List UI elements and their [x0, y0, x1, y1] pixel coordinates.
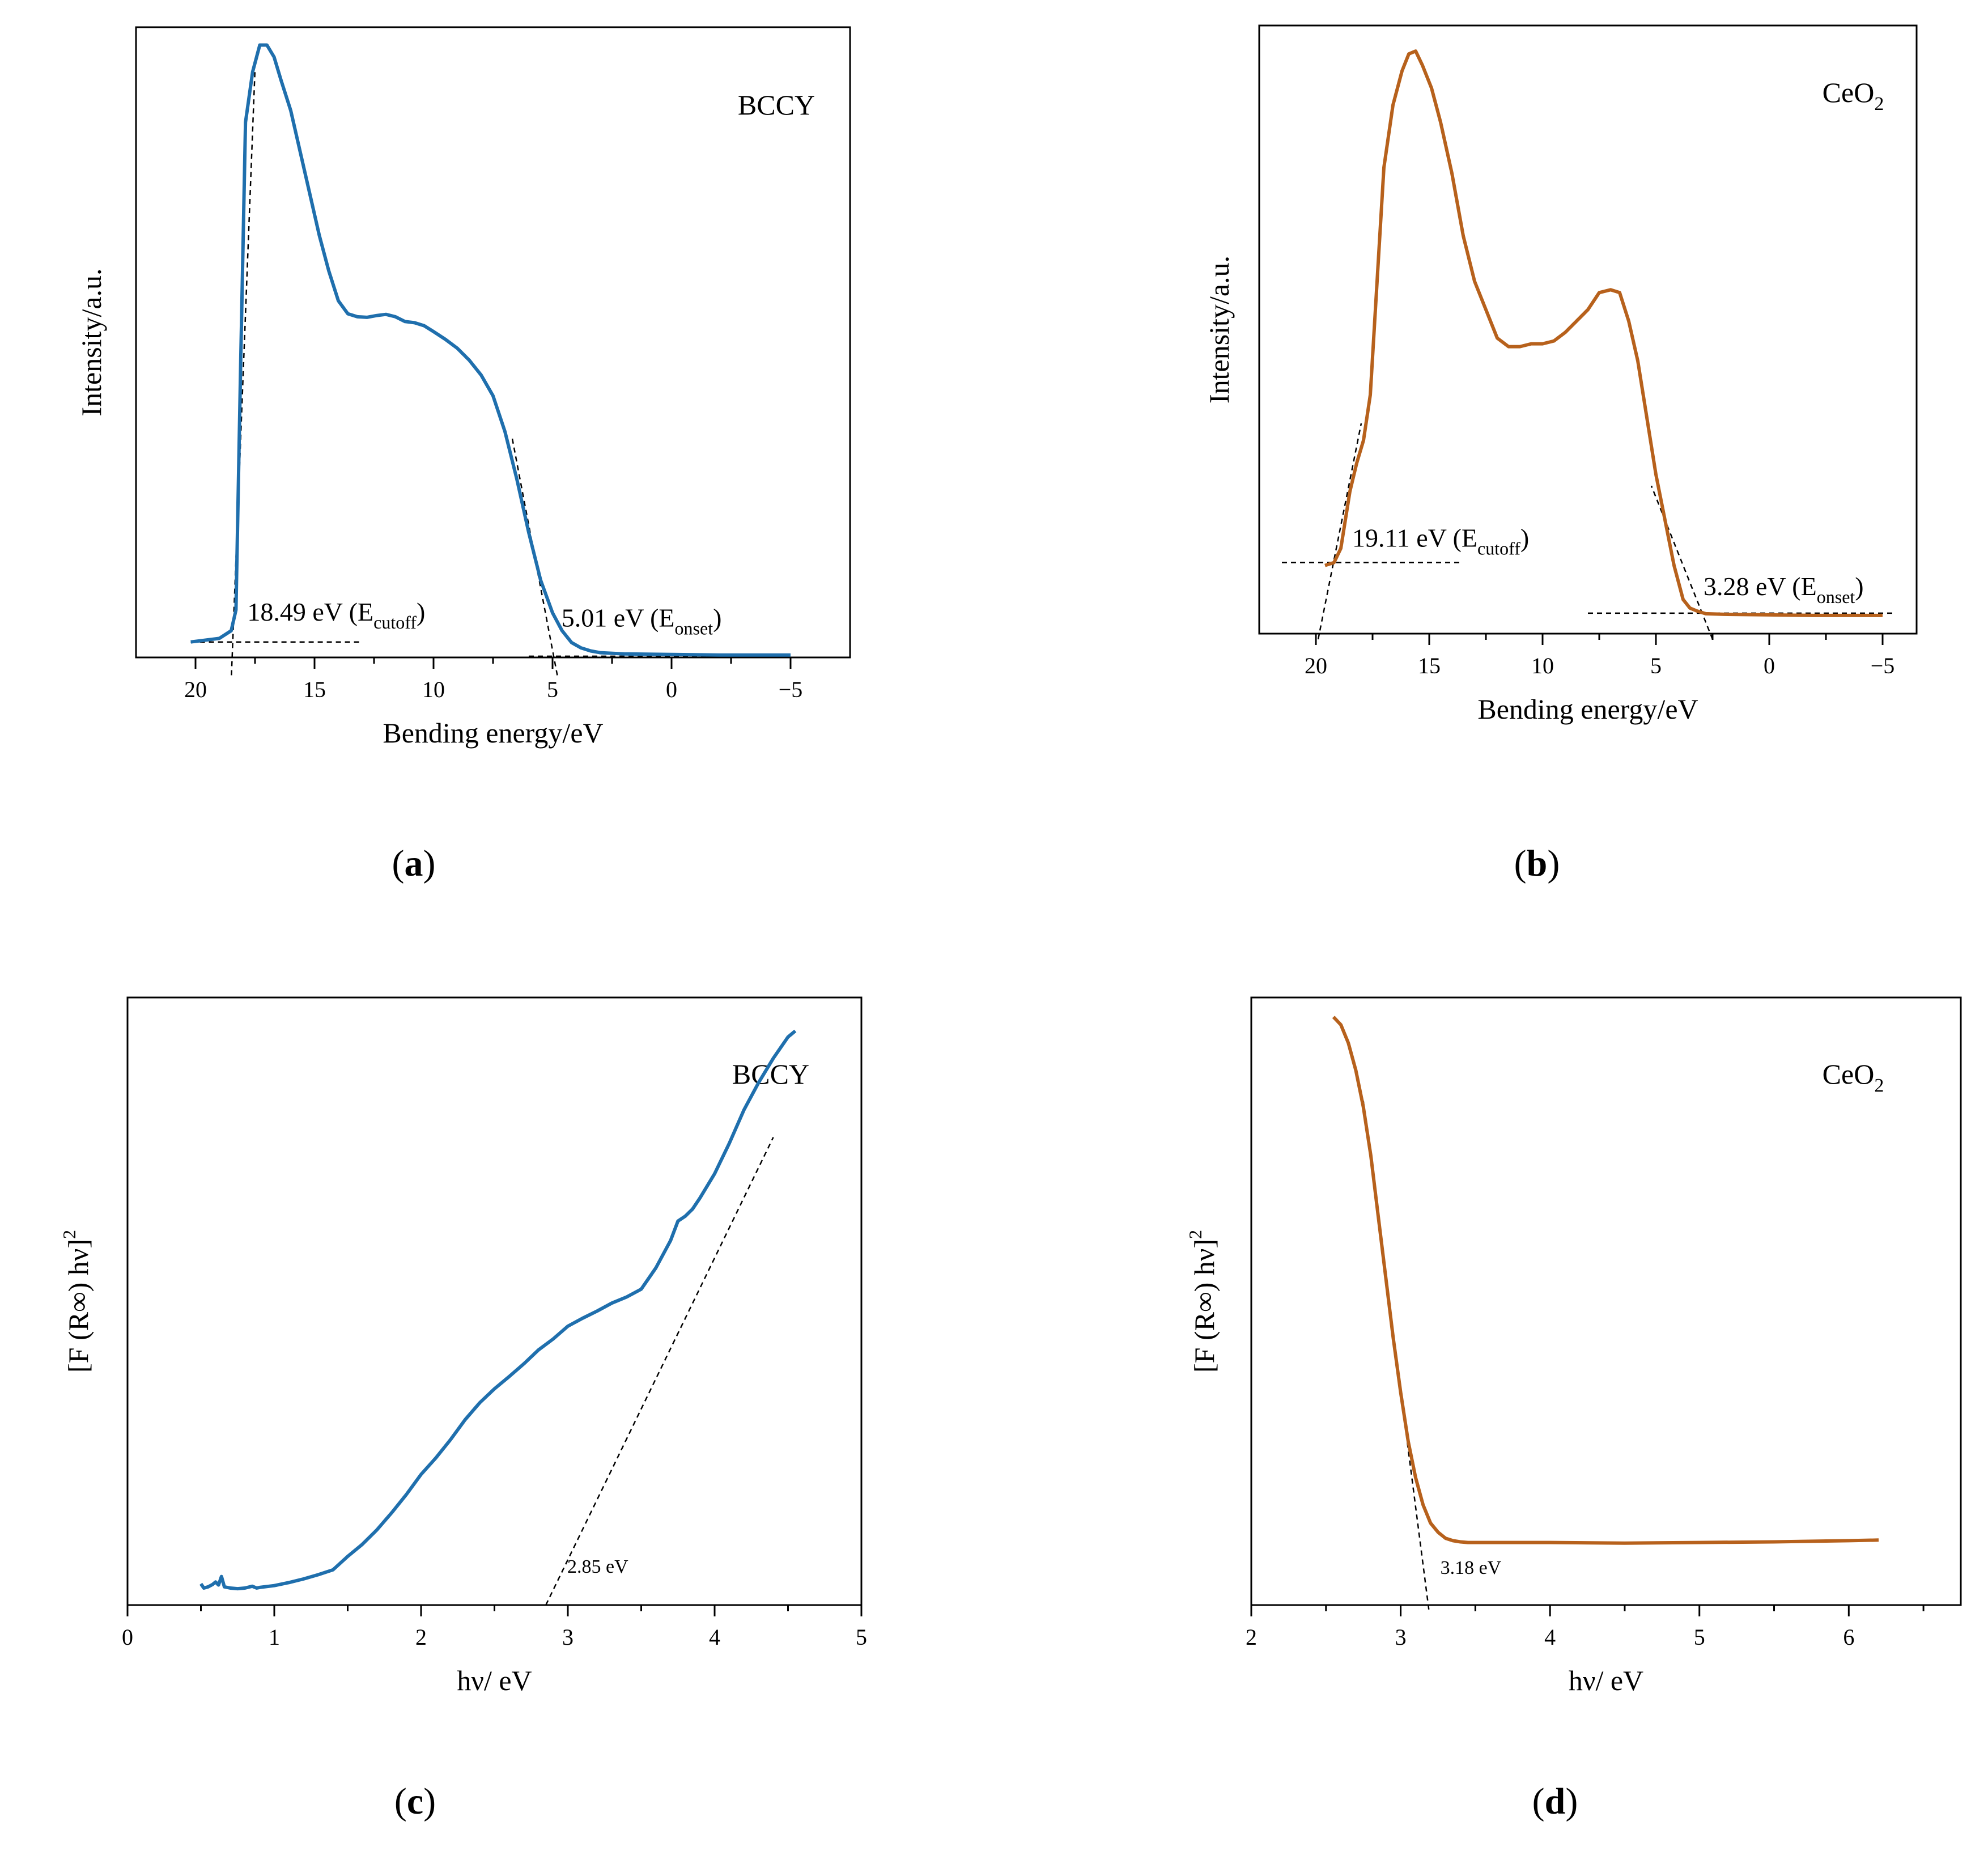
y-axis-title: Intensity/a.u. — [1203, 256, 1235, 404]
annotation-close: ) — [1520, 524, 1529, 553]
sample-label: BCCY — [738, 89, 815, 121]
x-axis-title: hν/ eV — [1569, 1665, 1643, 1696]
x-tick-label: 2 — [1246, 1624, 1257, 1650]
annotation-onset: 3.28 eV (Eonset) — [1704, 572, 1864, 607]
annotation-subscript: cutoff — [1477, 538, 1520, 559]
annotation-gap: 2.85 eV — [567, 1556, 628, 1577]
annotation-value: 5.01 eV (E — [562, 603, 675, 632]
fit-line — [545, 1137, 774, 1606]
y-axis-title-text: [F (R∞) hν] — [62, 1239, 94, 1373]
x-tick-label: 1 — [269, 1624, 280, 1650]
panel-label: (a) — [392, 843, 436, 884]
fit-line — [1650, 485, 1714, 640]
annotation-subscript: onset — [675, 618, 713, 638]
data-series-line — [1324, 49, 1883, 617]
y-axis-title-text: Intensity/a.u. — [75, 268, 107, 416]
panel-label-open: ( — [1514, 843, 1527, 884]
plot-frame — [1250, 996, 1962, 1606]
panel-label-close: ) — [1565, 1781, 1578, 1822]
x-tick-label: 4 — [1544, 1624, 1556, 1650]
annotation-subscript: cutoff — [373, 612, 417, 633]
x-tick-label: 5 — [1694, 1624, 1705, 1650]
x-tick-label: 0 — [1764, 653, 1775, 678]
chart-panel-b: 20 15 10 5 0 −5 Bending energy/eV Intensity/a.u… — [1203, 24, 1918, 884]
panel-label-close: ) — [423, 1781, 436, 1822]
sample-label-text: CeO — [1823, 1058, 1875, 1090]
annotation-subscript: onset — [1817, 587, 1855, 607]
panel-label: (b) — [1514, 843, 1560, 884]
x-tick-label: 3 — [1395, 1624, 1407, 1650]
x-tick-label: 5 — [1650, 653, 1662, 678]
data-series-line — [190, 43, 791, 657]
y-axis-title: Intensity/a.u. — [75, 268, 107, 416]
y-axis-title: [F (R∞) hν]2 — [59, 1230, 94, 1373]
annotation-close: ) — [1855, 572, 1863, 601]
y-axis-title-superscript: 2 — [1185, 1230, 1205, 1239]
sample-label-text: CeO — [1823, 77, 1875, 108]
sample-label-text: BCCY — [738, 89, 815, 121]
x-tick-label: −5 — [779, 677, 803, 702]
data-series-line — [199, 1029, 797, 1591]
x-tick-label: 20 — [1305, 653, 1327, 678]
x-tick-label: 2 — [415, 1624, 427, 1650]
y-axis-title-text: [F (R∞) hν] — [1188, 1239, 1220, 1373]
annotation-close: ) — [713, 603, 721, 632]
annotation-value: 3.28 eV (E — [1704, 572, 1817, 601]
panel-label: (d) — [1532, 1781, 1578, 1822]
panel-label-letter: d — [1545, 1781, 1566, 1822]
sample-label-subscript: 2 — [1874, 1075, 1884, 1096]
annotation-close: ) — [417, 597, 425, 626]
x-axis-title: Bending energy/eV — [383, 717, 603, 749]
y-axis-title-superscript: 2 — [59, 1230, 79, 1239]
panel-label-letter: c — [407, 1781, 423, 1822]
annotation-cutoff: 18.49 eV (Ecutoff) — [247, 597, 425, 633]
sample-label: CeO2 — [1823, 77, 1884, 114]
annotation-value: 18.49 eV (E — [247, 597, 373, 626]
x-tick-label: 15 — [1418, 653, 1441, 678]
annotation-value: 19.11 eV (E — [1352, 524, 1477, 553]
panel-label-open: ( — [394, 1781, 407, 1822]
x-tick-label: 15 — [303, 677, 326, 702]
data-series-line — [1332, 1016, 1879, 1545]
x-tick-label: 6 — [1843, 1624, 1854, 1650]
panel-label: (c) — [394, 1781, 436, 1822]
annotation-gap: 3.18 eV — [1441, 1557, 1502, 1578]
plot-frame — [135, 26, 851, 659]
fit-line — [1317, 423, 1362, 640]
sample-label-subscript: 2 — [1874, 94, 1884, 114]
x-tick-label: 0 — [122, 1624, 133, 1650]
panel-label-letter: b — [1527, 843, 1548, 884]
annotation-onset: 5.01 eV (Eonset) — [562, 603, 722, 638]
x-tick-label: 3 — [562, 1624, 574, 1650]
x-axis-title: hν/ eV — [457, 1665, 532, 1696]
x-tick-label: −5 — [1871, 653, 1895, 678]
panel-label-open: ( — [392, 843, 405, 884]
panel-label-open: ( — [1532, 1781, 1545, 1822]
y-axis-title: [F (R∞) hν]2 — [1185, 1230, 1220, 1373]
x-tick-label: 4 — [709, 1624, 720, 1650]
x-axis-title: Bending energy/eV — [1477, 693, 1698, 725]
y-axis-title-text: Intensity/a.u. — [1203, 256, 1235, 404]
panel-label-close: ) — [423, 843, 436, 884]
x-tick-label: 5 — [856, 1624, 867, 1650]
panel-label-close: ) — [1547, 843, 1560, 884]
x-tick-label: 20 — [184, 677, 207, 702]
panel-label-letter: a — [405, 843, 423, 884]
x-tick-label: 10 — [1531, 653, 1554, 678]
x-tick-label: 0 — [666, 677, 677, 702]
chart-panel-a: 20 15 10 5 0 −5 Bending energy/eV Intensity/a.u… — [75, 26, 851, 884]
x-tick-label: 10 — [422, 677, 445, 702]
annotation-cutoff: 19.11 eV (Ecutoff) — [1352, 524, 1529, 559]
plot-frame — [1258, 24, 1918, 635]
sample-label: CeO2 — [1823, 1058, 1884, 1096]
x-tick-label: 5 — [547, 677, 558, 702]
